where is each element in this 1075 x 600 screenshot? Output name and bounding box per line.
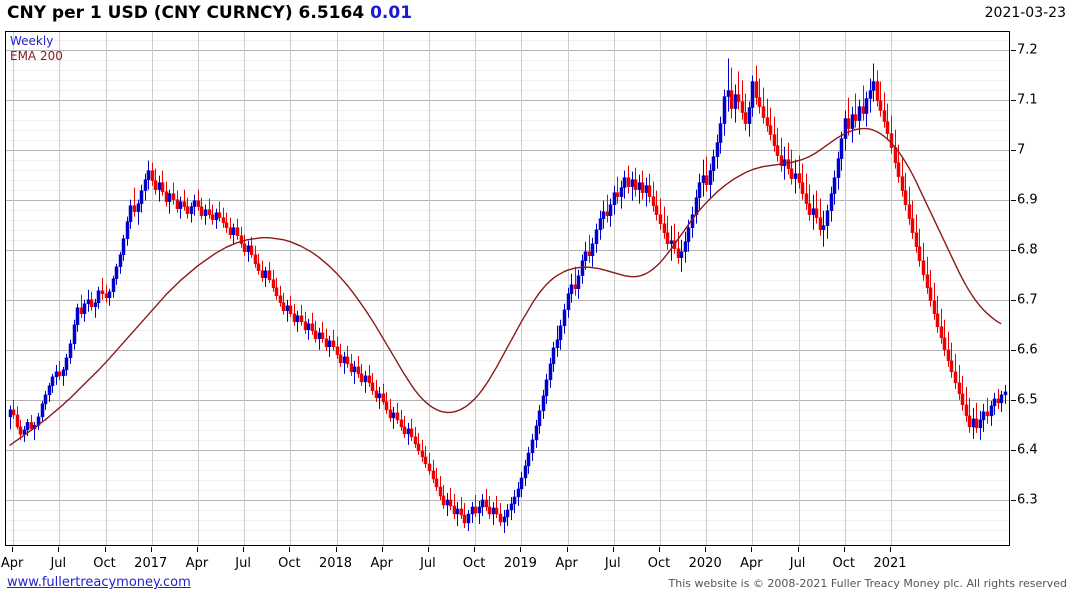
legend-interval: Weekly bbox=[10, 34, 54, 48]
y-tick-label: 7.2 bbox=[1017, 42, 1038, 58]
x-tick-mark bbox=[12, 547, 13, 552]
copyright-notice: This website is © 2008-2021 Fuller Treac… bbox=[668, 577, 1067, 590]
x-tick-label: Oct bbox=[278, 556, 301, 571]
plot-area: Weekly EMA 200 bbox=[5, 31, 1010, 546]
y-tick-mark bbox=[1011, 149, 1016, 151]
x-tick-label: Oct bbox=[462, 556, 486, 571]
x-tick-label: 2021 bbox=[873, 556, 907, 571]
x-tick-mark bbox=[474, 547, 475, 552]
price-series bbox=[8, 58, 1008, 533]
x-tick-mark bbox=[58, 547, 59, 552]
y-tick-mark bbox=[1011, 349, 1016, 351]
chart-legend: Weekly EMA 200 bbox=[10, 34, 63, 64]
x-tick-mark bbox=[428, 547, 429, 552]
x-tick-mark bbox=[105, 547, 106, 552]
x-tick-mark bbox=[890, 547, 891, 552]
chart-header: CNY per 1 USD (CNY CURNCY) 6.5164 0.01 2… bbox=[0, 0, 1075, 30]
y-tick-mark bbox=[1011, 249, 1016, 251]
y-tick-label: 6.6 bbox=[1017, 342, 1038, 358]
y-tick-label: 6.3 bbox=[1017, 492, 1038, 508]
legend-ema-200: EMA 200 bbox=[10, 49, 63, 63]
y-tick-label: 6.9 bbox=[1017, 192, 1038, 208]
y-tick-mark bbox=[1011, 399, 1016, 401]
y-tick-mark bbox=[1011, 449, 1016, 451]
y-tick-mark bbox=[1011, 199, 1016, 201]
x-tick-label: Jul bbox=[235, 556, 251, 571]
x-tick-label: Apr bbox=[185, 556, 209, 571]
y-tick-mark bbox=[1011, 499, 1016, 501]
y-tick-label: 7.1 bbox=[1017, 92, 1038, 108]
y-tick-mark bbox=[1011, 99, 1016, 101]
x-axis: Apr Jul Oct 2017 Apr Jul Oct 2018 Apr Jul Oct 2019 A… bbox=[0, 547, 1075, 572]
x-tick-mark bbox=[289, 547, 290, 552]
y-tick-label: 6.4 bbox=[1017, 442, 1038, 458]
instrument-name: CNY per 1 USD (CNY CURNCY) bbox=[7, 3, 293, 23]
x-tick-mark bbox=[520, 547, 521, 552]
x-tick-label: Jul bbox=[604, 556, 621, 571]
x-tick-label: Jul bbox=[789, 556, 806, 571]
x-tick-label: Oct bbox=[647, 556, 671, 571]
y-tick-mark bbox=[1011, 49, 1016, 51]
x-tick-label: Jul bbox=[420, 556, 436, 571]
chart-footer: www.fullertreacymoney.com This website i… bbox=[0, 572, 1075, 600]
x-tick-mark bbox=[336, 547, 337, 552]
y-tick-label: 6.8 bbox=[1017, 242, 1038, 258]
x-tick-mark bbox=[567, 547, 568, 552]
x-tick-label: 2018 bbox=[318, 556, 353, 571]
chart-title: CNY per 1 USD (CNY CURNCY) 6.5164 0.01 bbox=[7, 3, 412, 23]
x-tick-label: 2020 bbox=[688, 556, 722, 571]
x-tick-label: Apr bbox=[0, 556, 24, 571]
x-tick-mark bbox=[243, 547, 244, 552]
x-tick-mark bbox=[613, 547, 614, 552]
x-tick-mark bbox=[382, 547, 383, 552]
x-tick-mark bbox=[659, 547, 660, 552]
x-tick-mark bbox=[798, 547, 799, 552]
price-change: 0.01 bbox=[370, 3, 413, 23]
x-tick-mark bbox=[197, 547, 198, 552]
y-tick-mark bbox=[1011, 299, 1016, 301]
x-tick-label: 2017 bbox=[134, 556, 168, 571]
x-tick-label: Oct bbox=[832, 556, 856, 571]
chart-date: 2021-03-23 bbox=[984, 5, 1066, 21]
x-tick-label: Oct bbox=[93, 556, 116, 571]
y-axis: 6.3 6.4 6.5 6.6 6.7 6.8 6.9 7 7.1 7.2 bbox=[1011, 31, 1075, 547]
x-tick-label: Apr bbox=[740, 556, 763, 571]
x-tick-label: 2019 bbox=[503, 556, 537, 571]
y-tick-label: 7 bbox=[1017, 142, 1026, 158]
x-tick-mark bbox=[844, 547, 845, 552]
last-price: 6.5164 bbox=[298, 3, 365, 23]
x-tick-label: Jul bbox=[50, 556, 67, 571]
x-tick-mark bbox=[705, 547, 706, 552]
y-tick-label: 6.5 bbox=[1017, 392, 1038, 408]
x-tick-label: Apr bbox=[370, 556, 393, 571]
x-tick-mark bbox=[751, 547, 752, 552]
x-tick-label: Apr bbox=[555, 556, 578, 571]
site-url-link[interactable]: www.fullertreacymoney.com bbox=[7, 575, 191, 590]
x-tick-mark bbox=[151, 547, 152, 552]
y-tick-label: 6.7 bbox=[1017, 292, 1038, 308]
